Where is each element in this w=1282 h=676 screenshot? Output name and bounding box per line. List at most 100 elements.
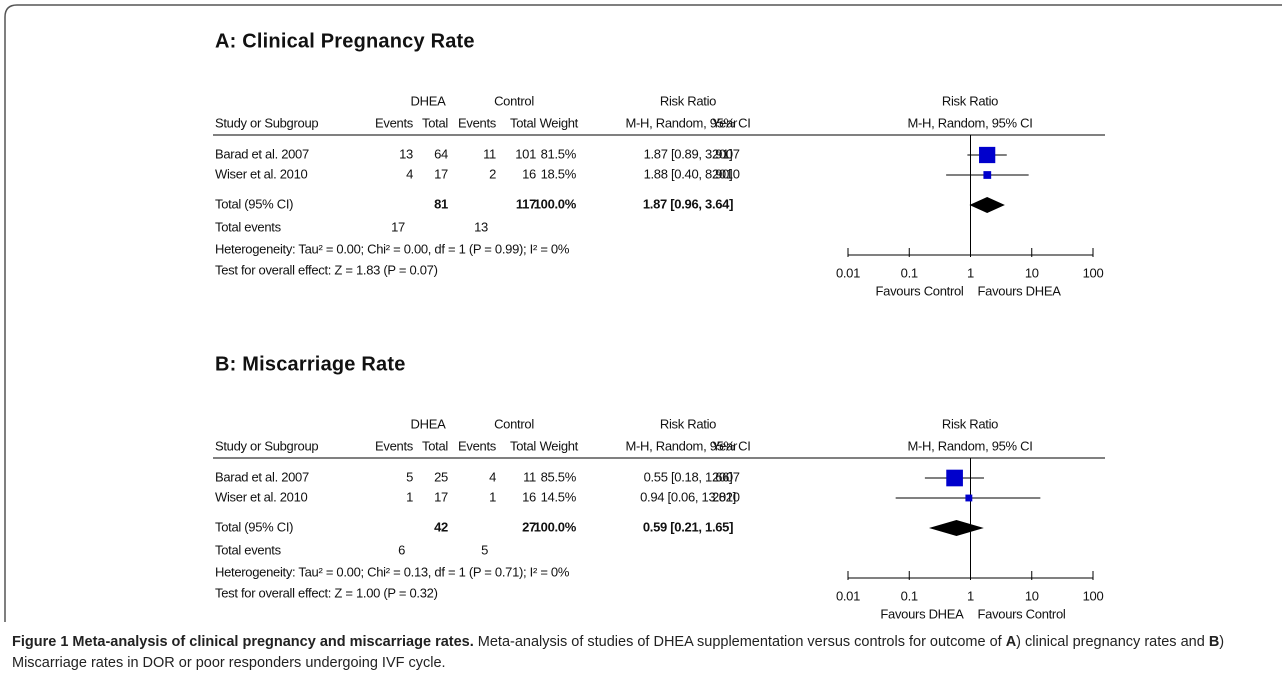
caption-label: Figure 1 Meta-analysis of clinical pregn… — [12, 634, 474, 650]
weight: 85.5% — [541, 469, 577, 484]
risk-ratio: 0.94 [0.06, 13.82] — [640, 489, 736, 504]
dhea-total: 17 — [434, 166, 448, 181]
column-header: Events — [375, 115, 414, 130]
x-tick-label: 100 — [1083, 588, 1104, 603]
total-control-events: 13 — [474, 219, 488, 234]
x-label-right: Favours DHEA — [978, 283, 1062, 298]
total-dhea: 42 — [434, 519, 448, 534]
caption-text: ) clinical pregnancy rates and — [1016, 634, 1209, 650]
total-risk-ratio: 1.87 [0.96, 3.64] — [643, 196, 733, 211]
year: 2010 — [712, 166, 740, 181]
study-square — [946, 469, 963, 487]
column-header: Events — [375, 438, 414, 453]
study-name: Wiser et al. 2010 — [215, 489, 308, 504]
total-name: Total (95% CI) — [215, 519, 293, 534]
total-risk-ratio: 0.59 [0.21, 1.65] — [643, 519, 733, 534]
risk-ratio: 1.87 [0.89, 3.91] — [644, 146, 733, 161]
x-label-left: Favours DHEA — [880, 606, 964, 621]
caption-text: Meta-analysis of studies of DHEA supplem… — [473, 634, 1006, 650]
group-header: Control — [494, 416, 534, 431]
total-dhea: 81 — [434, 196, 448, 211]
x-tick-label: 0.1 — [901, 265, 918, 280]
x-tick-label: 0.1 — [901, 588, 918, 603]
x-label-right: Favours Control — [978, 606, 1066, 621]
caption: Figure 1 Meta-analysis of clinical pregn… — [12, 632, 1272, 674]
column-header: Events — [458, 115, 497, 130]
dhea-events: 4 — [406, 166, 413, 181]
column-header: Total — [422, 438, 448, 453]
pooled-diamond — [969, 197, 1005, 213]
total-dhea-events: 6 — [398, 542, 405, 557]
effect-header: Risk Ratio — [660, 416, 716, 431]
study-square — [979, 146, 996, 164]
x-tick-label: 10 — [1025, 265, 1039, 280]
overall-effect: Test for overall effect: Z = 1.83 (P = 0… — [215, 262, 438, 277]
overall-effect: Test for overall effect: Z = 1.00 (P = 0… — [215, 585, 438, 600]
dhea-events: 1 — [406, 489, 413, 504]
total-weight: 100.0% — [534, 519, 577, 534]
control-total: 101 — [515, 146, 536, 161]
x-tick-label: 0.01 — [836, 588, 860, 603]
x-tick-label: 1 — [967, 588, 974, 603]
plot-subtitle: M-H, Random, 95% CI — [907, 115, 1032, 130]
column-header: Events — [458, 438, 497, 453]
dhea-events: 13 — [399, 146, 413, 161]
column-header: M-H, Random, 95% CI — [625, 438, 750, 453]
group-header: DHEA — [411, 93, 447, 108]
group-header: Control — [494, 93, 534, 108]
control-total: 16 — [522, 489, 536, 504]
column-header: Weight — [540, 115, 579, 130]
column-header: Total — [422, 115, 448, 130]
dhea-total: 17 — [434, 489, 448, 504]
column-header: Year — [712, 438, 738, 453]
weight: 81.5% — [541, 146, 577, 161]
dhea-events: 5 — [406, 469, 413, 484]
control-events: 2 — [489, 166, 496, 181]
total-name: Total (95% CI) — [215, 196, 293, 211]
caption-a: A — [1005, 634, 1017, 650]
study-square — [983, 171, 992, 179]
caption-b: B — [1208, 634, 1220, 650]
column-header: Total — [510, 115, 536, 130]
x-tick-label: 1 — [967, 265, 974, 280]
total-events-name: Total events — [215, 542, 282, 557]
column-header: Total — [510, 438, 536, 453]
x-tick-label: 0.01 — [836, 265, 860, 280]
column-header: Weight — [540, 438, 579, 453]
panel-title: A: Clinical Pregnancy Rate — [215, 30, 475, 52]
control-events: 1 — [489, 489, 496, 504]
risk-ratio: 1.88 [0.40, 8.90] — [644, 166, 733, 181]
total-control: 27 — [522, 519, 536, 534]
year: 2007 — [712, 146, 740, 161]
year: 2010 — [712, 489, 740, 504]
total-weight: 100.0% — [534, 196, 577, 211]
total-control: 117 — [516, 196, 536, 211]
weight: 14.5% — [541, 489, 577, 504]
control-events: 4 — [489, 469, 496, 484]
effect-header: Risk Ratio — [660, 93, 716, 108]
pooled-diamond — [928, 520, 984, 536]
control-events: 11 — [483, 146, 496, 161]
total-dhea-events: 17 — [391, 219, 405, 234]
x-label-left: Favours Control — [876, 283, 964, 298]
group-header: DHEA — [411, 416, 447, 431]
x-tick-label: 10 — [1025, 588, 1039, 603]
study-name: Wiser et al. 2010 — [215, 166, 308, 181]
study-name: Barad et al. 2007 — [215, 146, 309, 161]
column-header: Year — [712, 115, 738, 130]
dhea-total: 64 — [434, 146, 448, 161]
plot-title: Risk Ratio — [942, 416, 998, 431]
weight: 18.5% — [541, 166, 577, 181]
study-square — [965, 494, 973, 502]
total-events-name: Total events — [215, 219, 282, 234]
plot-title: Risk Ratio — [942, 93, 998, 108]
x-tick-label: 100 — [1083, 265, 1104, 280]
control-total: 11 — [523, 469, 536, 484]
risk-ratio: 0.55 [0.18, 1.66] — [644, 469, 733, 484]
column-header: Study or Subgroup — [215, 115, 318, 130]
total-control-events: 5 — [481, 542, 488, 557]
dhea-total: 25 — [434, 469, 448, 484]
column-header: M-H, Random, 95% CI — [625, 115, 750, 130]
panel-title: B: Miscarriage Rate — [215, 353, 406, 375]
